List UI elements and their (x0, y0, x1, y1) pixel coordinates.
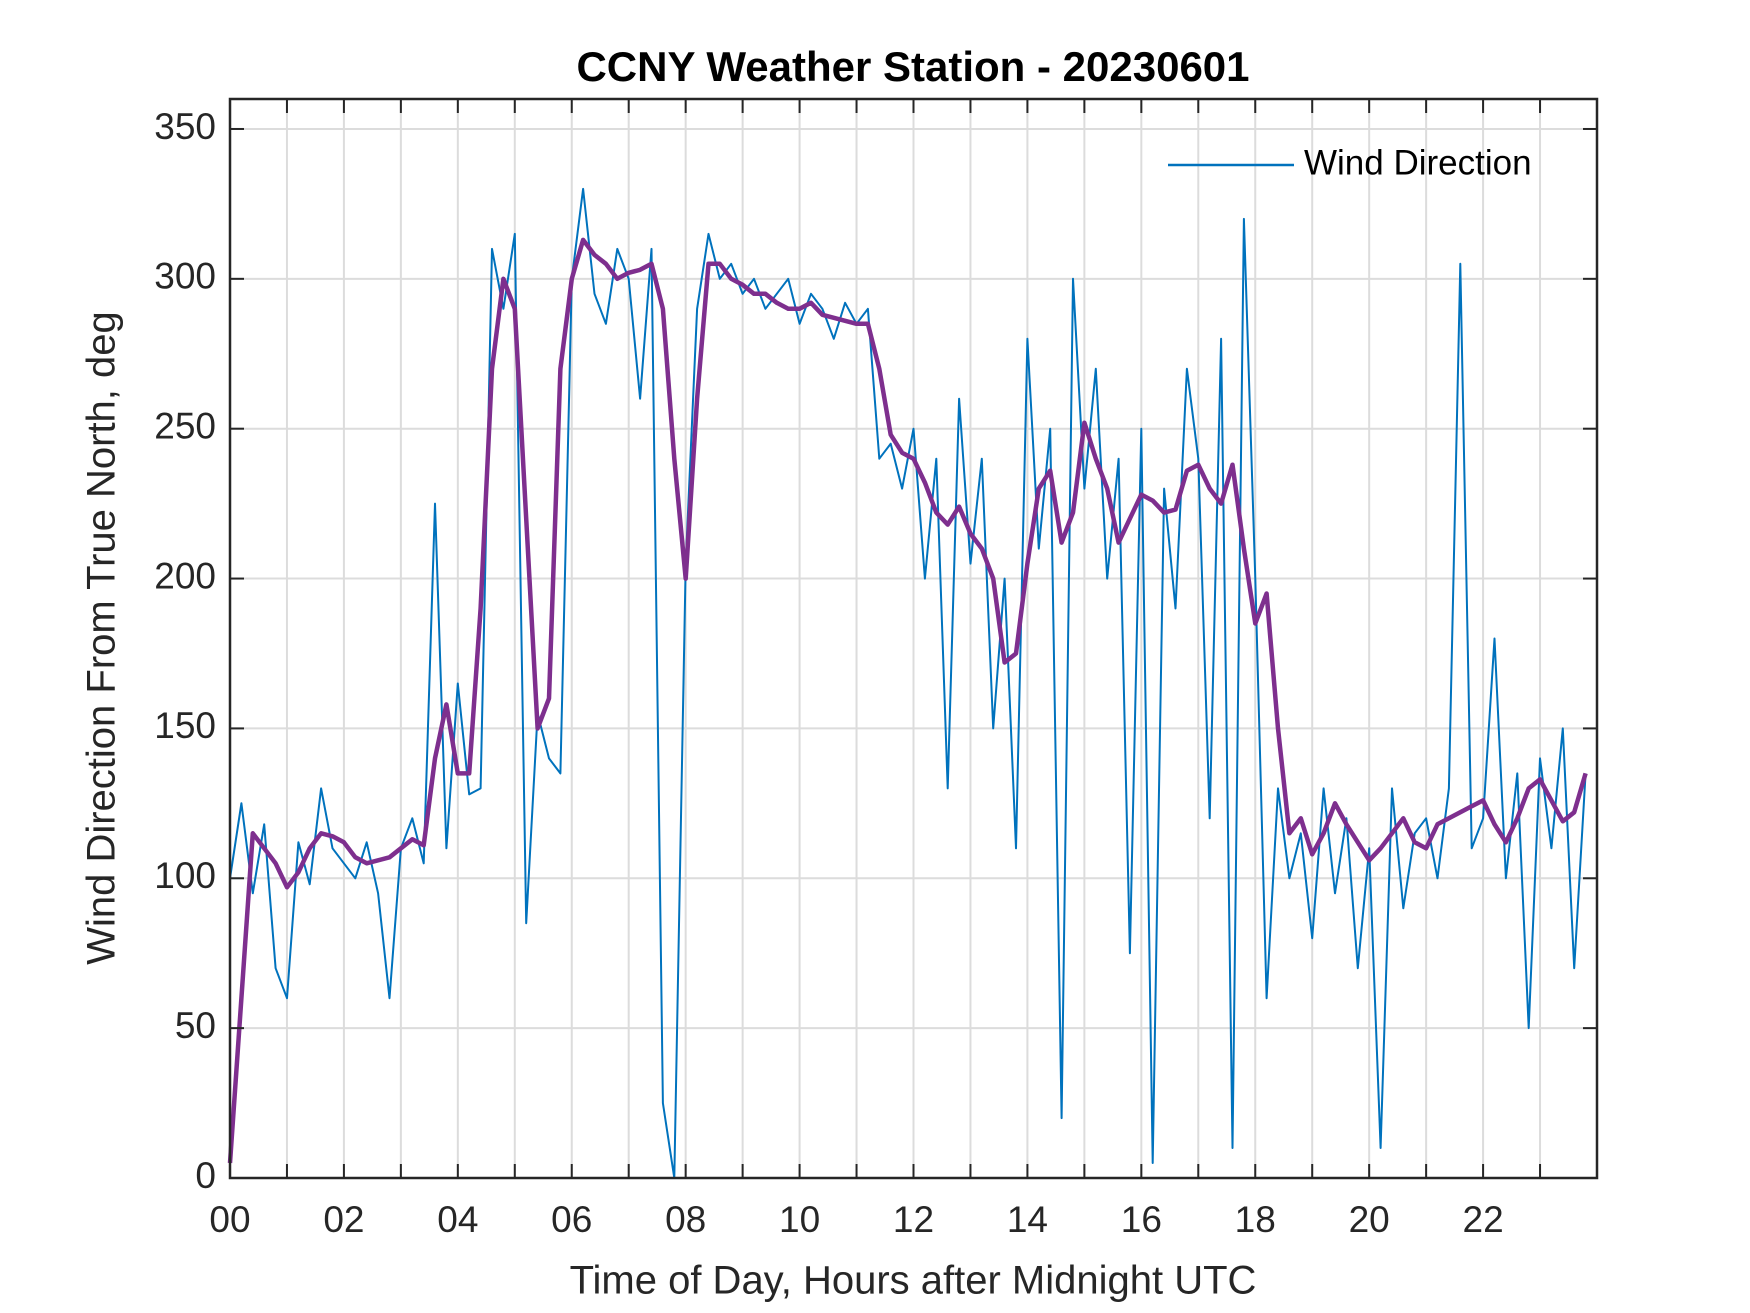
series-line (227, 237, 1588, 1164)
x-tick-label: 00 (209, 1199, 250, 1240)
y-axis-label: Wind Direction From True North, deg (80, 311, 124, 965)
x-tick-label: 14 (1007, 1199, 1048, 1240)
x-tick-label: 12 (893, 1199, 934, 1240)
y-tick-label: 150 (154, 705, 216, 746)
y-tick-label: 250 (154, 405, 216, 446)
x-tick-label: 04 (437, 1199, 478, 1240)
x-tick-label: 18 (1235, 1199, 1276, 1240)
y-tick-label: 200 (154, 555, 216, 596)
chart-title: CCNY Weather Station - 20230601 (576, 43, 1249, 90)
x-tick-label: 22 (1463, 1199, 1504, 1240)
x-tick-label: 02 (323, 1199, 364, 1240)
x-tick-label: 10 (779, 1199, 820, 1240)
y-tick-label: 100 (154, 855, 216, 896)
legend-label: Wind Direction (1304, 143, 1532, 182)
x-tick-label: 06 (551, 1199, 592, 1240)
x-tick-label: 08 (665, 1199, 706, 1240)
x-tick-label: 20 (1349, 1199, 1390, 1240)
y-tick-label: 50 (175, 1005, 216, 1046)
y-tick-label: 350 (154, 106, 216, 147)
y-tick-label: 300 (154, 256, 216, 297)
series-line (229, 187, 1587, 1179)
y-tick-label: 0 (195, 1155, 216, 1196)
x-tick-label: 16 (1121, 1199, 1162, 1240)
x-axis-label: Time of Day, Hours after Midnight UTC (570, 1259, 1257, 1303)
